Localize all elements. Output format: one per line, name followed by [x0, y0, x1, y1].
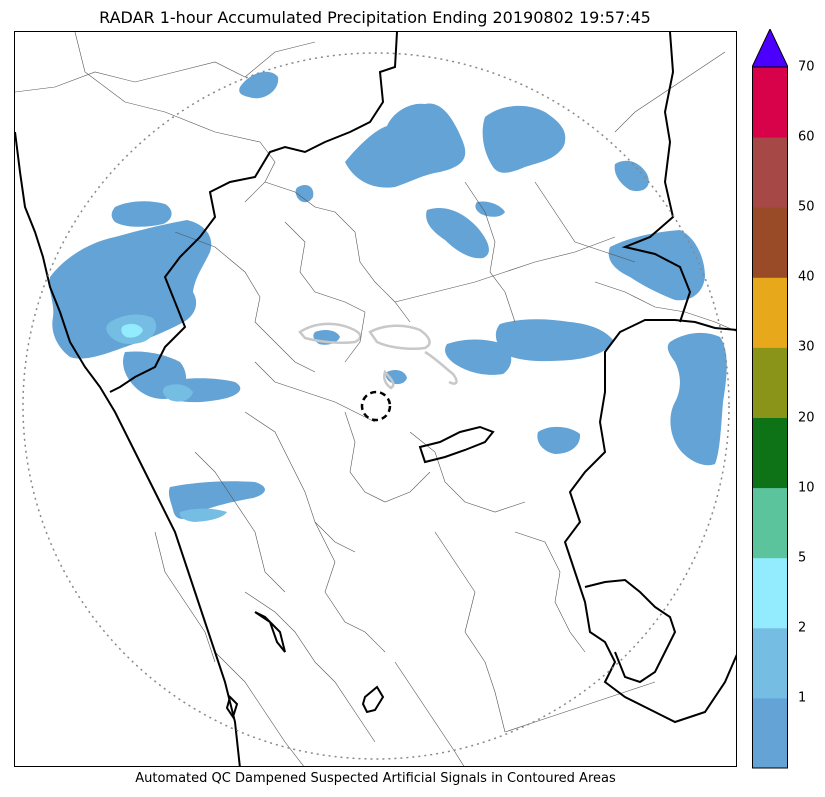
precipitation-echoes [49, 71, 727, 522]
qc-contour-2 [368, 324, 431, 350]
state-border-east [563, 319, 736, 724]
district-border-8 [534, 181, 636, 263]
colorbar-tick-label: 20 [798, 410, 815, 425]
district-border-11 [344, 411, 431, 503]
qc-contour-1 [298, 322, 362, 345]
district-border-16 [244, 591, 376, 743]
state-border-southeast-inlet [584, 578, 677, 684]
colorbar-bin [752, 627, 788, 699]
echo-east-mid-2 [445, 339, 512, 375]
radar-map[interactable] [14, 31, 737, 767]
echo-west-coast-band [49, 220, 212, 359]
state-border-north [163, 32, 398, 303]
echo-north-east-2 [532, 131, 565, 155]
colorbar-bin [752, 347, 788, 418]
district-border-6 [394, 236, 616, 303]
state-border-enclave-1 [254, 611, 286, 653]
district-border-20 [504, 681, 656, 733]
district-border-1 [74, 32, 276, 203]
state-borders [15, 32, 736, 766]
state-border-enclave-3 [225, 695, 239, 720]
district-border-17 [214, 651, 304, 766]
district-border-5 [174, 231, 316, 373]
district-border-18 [514, 531, 586, 653]
district-border-12 [409, 431, 526, 513]
district-border-9 [254, 361, 376, 423]
state-border-enclave-2 [361, 685, 385, 714]
colorbar-outline [752, 66, 788, 769]
echo-southeast-small [537, 426, 581, 454]
echo-west-coast-band-2 [111, 201, 172, 227]
colorbar-tick-label: 10 [798, 480, 815, 496]
colorbar-tick-label: 30 [798, 339, 815, 355]
colorbar-bin [752, 67, 788, 138]
colorbar-bin [752, 207, 788, 278]
echo-heavy-core-2 [162, 384, 193, 402]
qc-contour-4 [383, 369, 395, 390]
colorbar-tick-label: 5 [798, 550, 807, 566]
radar-site-marker [360, 390, 392, 422]
district-border-4 [284, 221, 366, 363]
state-border-central-notch [418, 425, 495, 464]
colorbar-bin [752, 487, 788, 559]
colorbar-tick-label: 60 [798, 129, 815, 145]
district-border-15 [434, 531, 506, 733]
colorbar-tick-label: 1 [798, 690, 807, 706]
colorbar-extend-arrow [752, 29, 788, 68]
echo-heavy-core-3 [179, 508, 227, 522]
colorbar-bin [752, 417, 788, 489]
qc-contour-3 [424, 350, 458, 385]
map-title: RADAR 1-hour Accumulated Precipitation E… [99, 8, 651, 27]
qc-footnote: Automated QC Dampened Suspected Artifici… [135, 771, 616, 786]
echo-north-east [482, 105, 566, 173]
district-border-19 [394, 661, 465, 766]
colorbar-tick-label: 50 [798, 199, 815, 215]
state-border-northeast [621, 32, 692, 323]
echo-north-central [345, 103, 466, 188]
colorbar-bin [752, 557, 788, 629]
district-border-3 [264, 181, 411, 323]
qc-contours [298, 322, 458, 390]
colorbar-tick-label: 2 [798, 620, 807, 636]
colorbar [752, 29, 788, 769]
district-border-7 [464, 181, 516, 323]
district-borders [15, 32, 736, 766]
echo-northwest-small [239, 71, 279, 99]
district-border-22 [614, 51, 726, 133]
district-border-14 [314, 521, 386, 653]
district-border-23 [154, 531, 216, 663]
state-border-west-inland [109, 301, 187, 393]
colorbar-bin [752, 277, 788, 348]
echo-peak-core [121, 323, 143, 338]
colorbar-bins [752, 67, 788, 769]
echo-east-mid [495, 319, 613, 362]
echo-center-streak-2 [475, 201, 505, 217]
echo-center-streak [426, 207, 489, 259]
colorbar-bin [752, 137, 788, 208]
echo-east-band [608, 230, 705, 301]
coastline [15, 131, 241, 766]
district-border-2 [15, 41, 316, 93]
district-border-21 [594, 281, 736, 332]
echo-northeast-small [614, 160, 649, 192]
district-border-10 [244, 411, 356, 553]
radar-range-ring [22, 52, 730, 760]
district-border-13 [194, 451, 286, 593]
colorbar-bin [752, 697, 788, 769]
colorbar-tick-label: 40 [798, 269, 815, 285]
radar-map-canvas [15, 32, 736, 766]
colorbar-tick-label: 70 [798, 59, 815, 75]
echo-far-east [667, 332, 727, 466]
echo-northwest-cluster [295, 185, 314, 203]
